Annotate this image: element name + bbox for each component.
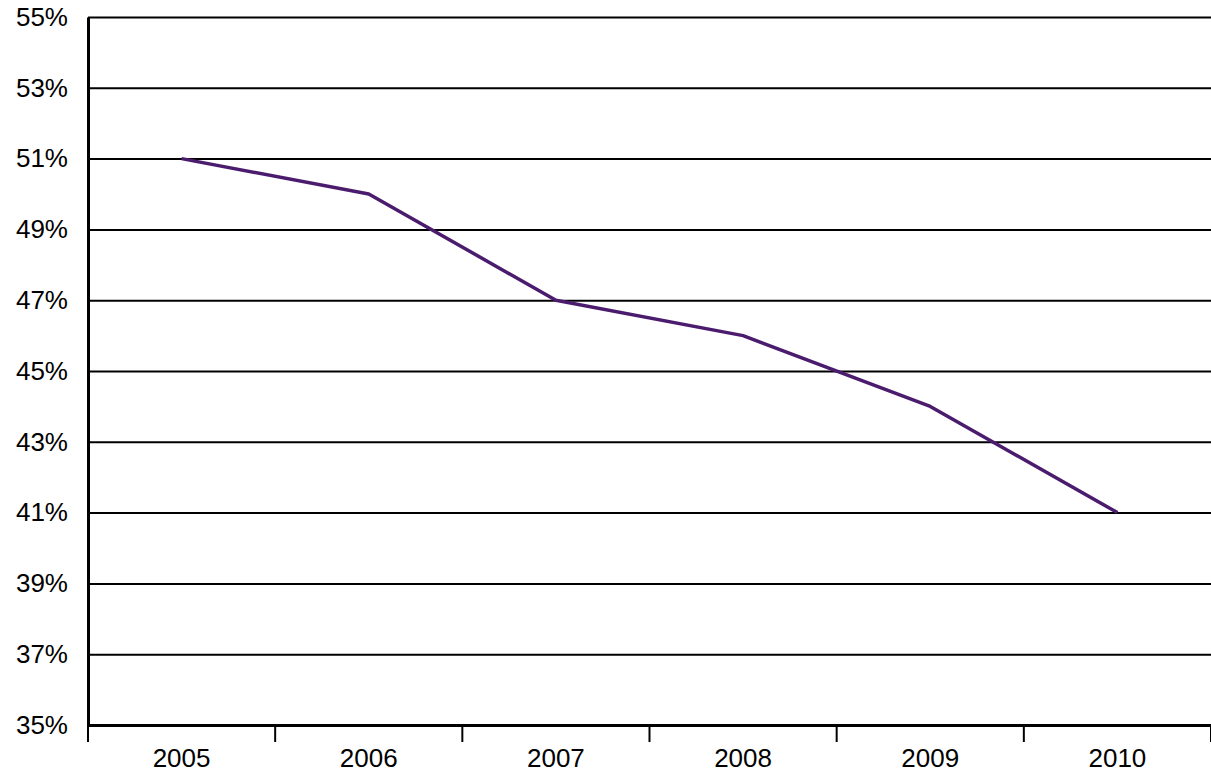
grid-line [88, 583, 1211, 585]
x-separator [836, 725, 838, 742]
x-separator [87, 725, 89, 742]
grid-line [88, 17, 1211, 19]
x-separator [1210, 725, 1211, 742]
x-separator [274, 725, 276, 742]
chart: 35%37%39%41%43%45%47%49%51%53%55%2005200… [0, 0, 1211, 782]
x-tick-label: 2009 [901, 743, 959, 773]
y-tick-label: 49% [16, 214, 68, 244]
x-separator [649, 725, 651, 742]
x-tick: 2008 [714, 743, 772, 773]
y-tick: 39% [16, 568, 1211, 598]
grid-line [88, 371, 1211, 373]
y-tick-label: 35% [16, 710, 68, 740]
y-tick-label: 51% [16, 143, 68, 173]
y-axis: 35% 37% 39% 41% 43% 45% 47% 49% 51% 53% 55% [16, 2, 1211, 740]
y-tick: 41% [16, 497, 1211, 527]
grid-line [88, 158, 1211, 160]
y-tick-label: 39% [16, 568, 68, 598]
grid-line [88, 229, 1211, 231]
x-tick-label: 2006 [340, 743, 398, 773]
y-tick: 51% [16, 143, 1211, 173]
y-tick-label: 45% [16, 356, 68, 386]
x-tick: 2007 [527, 743, 585, 773]
marks [182, 159, 1118, 513]
y-tick: 43% [16, 427, 1211, 457]
y-tick-label: 43% [16, 427, 68, 457]
x-axis: 2005 2006 2007 2008 2009 2010 [88, 725, 1211, 773]
x-tick-label: 2010 [1088, 743, 1146, 773]
line [182, 159, 1118, 513]
x-tick-label: 2005 [153, 743, 211, 773]
grid-line [88, 300, 1211, 302]
x-separator [1023, 725, 1025, 742]
y-tick-label: 47% [16, 285, 68, 315]
x-separator [461, 725, 463, 742]
x-separators [88, 725, 1211, 742]
grid-line [88, 654, 1211, 656]
y-tick: 35% [16, 710, 1211, 740]
x-tick: 2006 [340, 743, 398, 773]
y-tick-label: 55% [16, 2, 68, 32]
plot: 35%37%39%41%43%45%47%49%51%53%55%2005200… [16, 2, 1211, 774]
grid-line [88, 87, 1211, 89]
grid-line [88, 441, 1211, 443]
y-tick: 55% [16, 2, 1211, 32]
y-tick-label: 53% [16, 73, 68, 103]
x-tick: 2005 [153, 743, 211, 773]
x-tick: 2010 [1088, 743, 1146, 773]
y-tick: 37% [16, 639, 1211, 669]
y-tick: 53% [16, 73, 1211, 103]
y-tick-label: 41% [16, 497, 68, 527]
x-tick: 2009 [901, 743, 959, 773]
x-tick-label: 2008 [714, 743, 772, 773]
x-tick-label: 2007 [527, 743, 585, 773]
y-tick-label: 37% [16, 639, 68, 669]
y-tick: 49% [16, 214, 1211, 244]
grid-line [88, 512, 1211, 514]
y-tick: 45% [16, 356, 1211, 386]
